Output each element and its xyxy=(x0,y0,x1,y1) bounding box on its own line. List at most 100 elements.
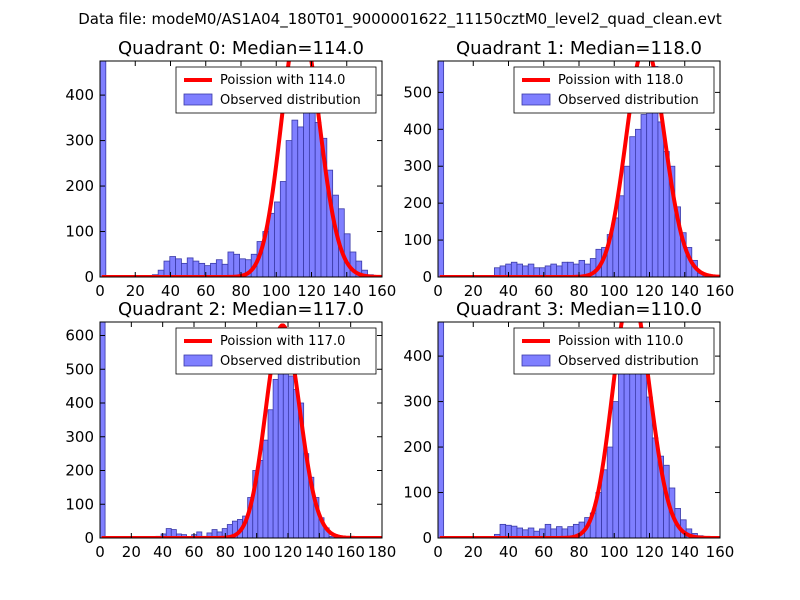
histogram-bar xyxy=(287,375,294,538)
x-tick-label: 0 xyxy=(433,282,443,300)
histogram-bar xyxy=(233,253,240,277)
histogram-bar xyxy=(438,61,445,277)
y-tick-label: 400 xyxy=(65,394,94,412)
y-tick-label: 300 xyxy=(65,428,94,446)
y-tick-label: 400 xyxy=(65,86,94,104)
x-tick-label: 120 xyxy=(274,543,303,561)
histogram-bar xyxy=(262,439,269,538)
quadrant-2-panel: 0 20 40 60 80 100 120 140 160 1800100200300400500… xyxy=(65,299,396,561)
x-tick-label: 20 xyxy=(464,282,483,300)
histogram-bar xyxy=(561,261,569,277)
histogram-bar xyxy=(646,106,653,277)
quadrant-3-title: Quadrant 3: Median=110.0 xyxy=(456,299,702,320)
y-tick-label: 600 xyxy=(65,327,94,345)
histogram-bar xyxy=(618,360,625,538)
legend: Poission with 110.0 Observed distribution xyxy=(513,327,715,375)
histogram-bar xyxy=(186,257,194,277)
histogram-bar xyxy=(192,260,200,277)
histogram-bar xyxy=(163,260,171,277)
histogram-bar xyxy=(175,258,182,277)
x-tick-label: 160 xyxy=(706,543,735,561)
histogram-bar xyxy=(291,119,299,277)
histogram-bar xyxy=(623,346,631,538)
x-tick-label: 180 xyxy=(368,543,397,561)
y-tick-label: 300 xyxy=(403,157,432,175)
quadrant-0-panel: 0 20 40 60 80 100 120 140 160 0 100 200 300 400 Quadra… xyxy=(65,38,397,300)
x-tick-label: 20 xyxy=(122,543,141,561)
x-tick-label: 40 xyxy=(161,282,180,300)
histogram-bar xyxy=(618,195,625,277)
y-tick-label: 100 xyxy=(65,223,94,241)
observed-histogram xyxy=(100,322,340,538)
histogram-bar xyxy=(510,261,518,277)
x-tick-label: 40 xyxy=(499,282,518,300)
histogram-bar xyxy=(272,378,279,538)
histogram-bar xyxy=(544,523,552,538)
x-tick-label: 60 xyxy=(534,282,553,300)
x-tick-label: 140 xyxy=(305,543,334,561)
histogram-bar xyxy=(293,389,299,538)
legend-entry-observed: Observed distribution xyxy=(220,354,361,369)
x-tick-label: 140 xyxy=(670,543,699,561)
x-tick-label: 80 xyxy=(569,282,588,300)
legend-entry-poisson: Poission with 118.0 xyxy=(558,73,683,88)
x-tick-label: 0 xyxy=(433,543,443,561)
legend-bar-swatch xyxy=(521,354,551,367)
subplots-grid: 0 20 40 60 80 100 120 140 1600100200300400Quadra… xyxy=(65,38,735,561)
histogram-bar xyxy=(640,114,648,277)
histogram-bar xyxy=(657,121,665,277)
quadrant-3-panel: 0 20 40 60 80 100 120 140 160 0 100 200 300 400 Quadra… xyxy=(403,299,735,561)
x-tick-label: 80 xyxy=(231,282,250,300)
y-tick-label: 400 xyxy=(403,120,432,138)
y-tick-label: 100 xyxy=(403,484,432,502)
x-tick-label: 120 xyxy=(297,282,326,300)
x-tick-label: 20 xyxy=(126,282,145,300)
x-tick-label: 140 xyxy=(670,282,699,300)
x-tick-label: 120 xyxy=(635,543,664,561)
poisson-curve xyxy=(439,322,720,538)
histogram-bar xyxy=(606,446,614,538)
quadrant-2-title: Quadrant 2: Median=117.0 xyxy=(118,299,364,320)
x-tick-label: 20 xyxy=(464,543,483,561)
y-tick-label: 500 xyxy=(65,360,94,378)
histogram-bar xyxy=(297,126,304,277)
legend-bar-swatch xyxy=(521,93,551,106)
y-tick-label: 200 xyxy=(403,438,432,456)
y-tick-label: 200 xyxy=(65,462,94,480)
poisson-curve xyxy=(101,323,382,538)
histogram-bar xyxy=(640,355,648,538)
quadrant-0-title: Quadrant 0: Median=114.0 xyxy=(118,38,364,59)
legend-bar-swatch xyxy=(183,93,213,106)
x-tick-label: 160 xyxy=(336,543,365,561)
quadrant-1-panel: 0 20 40 60 80 100 120 140 160 0 100 200 300 400 500 Qua… xyxy=(403,38,734,300)
figure-suptitle: Data file: modeM0/AS1A04_180T01_90000016… xyxy=(78,10,722,29)
x-tick-label: 60 xyxy=(184,543,203,561)
histogram-bar xyxy=(612,401,619,538)
legend-entry-observed: Observed distribution xyxy=(558,354,699,369)
y-tick-label: 200 xyxy=(403,194,432,212)
histogram-bar xyxy=(438,322,445,538)
legend: Poission with 118.0 Observed distribution xyxy=(513,66,715,114)
x-tick-label: 40 xyxy=(499,543,518,561)
y-tick-label: 300 xyxy=(65,132,94,150)
y-tick-label: 0 xyxy=(422,268,432,286)
histogram-bar xyxy=(267,409,274,538)
x-tick-label: 60 xyxy=(196,282,215,300)
x-tick-label: 60 xyxy=(534,543,553,561)
axes-frame xyxy=(99,321,383,539)
histogram-bar xyxy=(274,201,281,277)
y-tick-label: 100 xyxy=(65,495,94,513)
x-tick-label: 160 xyxy=(368,282,397,300)
legend-entry-poisson: Poission with 114.0 xyxy=(220,73,345,88)
legend-entry-observed: Observed distribution xyxy=(220,93,361,108)
legend: Poission with 114.0 Observed distribution xyxy=(175,66,377,114)
histogram-bar xyxy=(635,128,642,277)
x-tick-label: 0 xyxy=(95,282,105,300)
poisson-curve xyxy=(101,61,382,277)
histogram-bar xyxy=(314,121,322,277)
histogram-bar xyxy=(100,61,107,277)
legend: Poission with 117.0 Observed distribution xyxy=(175,327,377,375)
histogram-bar xyxy=(629,136,636,277)
y-tick-label: 200 xyxy=(65,177,94,195)
